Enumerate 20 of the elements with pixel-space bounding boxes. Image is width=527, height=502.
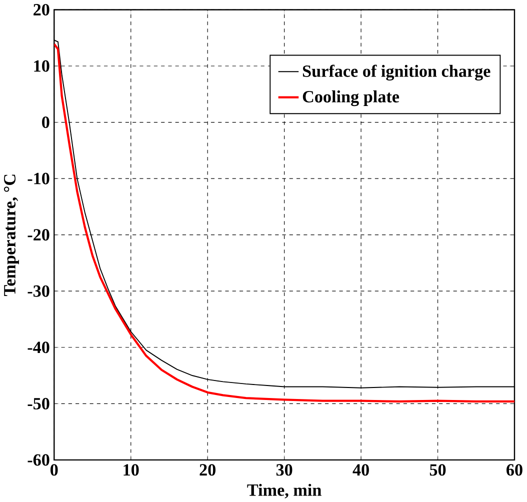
y-tick-label: 0	[42, 116, 50, 128]
y-tick-label: -40	[28, 341, 50, 353]
x-tick-label: 40	[352, 464, 369, 476]
y-axis-title: Temperature, °C	[4, 174, 19, 296]
x-tick-label: 10	[124, 464, 139, 476]
y-tick-label: -10	[28, 172, 50, 184]
y-tick-label: -30	[28, 285, 50, 297]
x-tick-label: 60	[506, 464, 522, 476]
x-tick-label: 50	[430, 464, 446, 476]
x-axis-title: Time, min	[247, 484, 322, 498]
y-tick-label: -20	[28, 228, 50, 240]
x-tick-label: 30	[276, 464, 292, 476]
x-tick-label: 20	[200, 464, 216, 476]
y-tick-label: -50	[28, 398, 50, 410]
x-tick-label: 0	[50, 464, 58, 476]
legend-label: Cooling plate	[302, 90, 400, 106]
legend-label: Surface of ignition charge	[302, 64, 490, 80]
y-tick-label: 10	[34, 60, 50, 72]
y-tick-label: 20	[34, 4, 50, 16]
y-tick-label: -60	[28, 454, 50, 466]
